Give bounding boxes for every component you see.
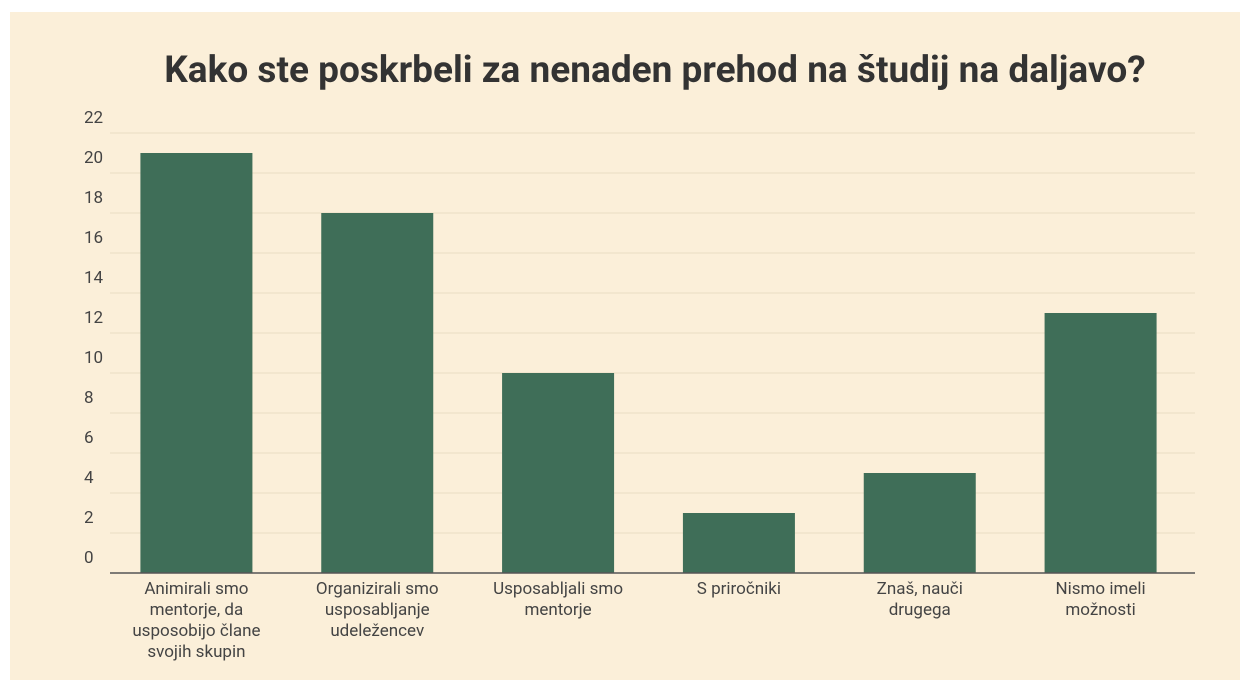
x-tick-label-line: svojih skupin	[147, 642, 245, 662]
x-tick-label-line: Usposabljali smo	[493, 579, 623, 599]
y-tick-label: 18	[84, 188, 103, 208]
x-tick-label: Animirali smo mentorje, da usposobijo član…	[132, 579, 260, 662]
y-tick-label: 22	[84, 108, 103, 128]
x-tick-label-line: S priročniki	[697, 579, 781, 599]
y-tick-label: 20	[84, 148, 103, 168]
bar	[1044, 313, 1157, 573]
x-tick-label-line: drugega	[889, 600, 951, 620]
y-tick-label: 0	[84, 548, 94, 568]
x-tick-label: Znaš, nauči drugega	[877, 579, 963, 620]
bar	[682, 513, 795, 573]
x-tick-label-line: mentorje	[524, 600, 591, 620]
x-tick-label: Usposabljali smo mentorje	[493, 579, 623, 620]
x-tick-label-line: možnosti	[1065, 600, 1135, 620]
bar	[502, 373, 615, 573]
x-tick-label: Organizirali smo usposabljanje udeležencev	[316, 579, 439, 641]
x-tick-label: Nismo imeli možnosti	[1055, 579, 1145, 620]
x-tick-label-line: Animirali smo	[144, 579, 248, 599]
x-tick-label-line: Nismo imeli	[1055, 579, 1145, 599]
y-tick-label: 16	[84, 228, 103, 248]
y-tick-label: 6	[84, 428, 94, 448]
x-tick-label-line: Znaš, nauči	[877, 579, 963, 599]
x-tick-label-line: usposabljanje	[325, 600, 430, 620]
bar	[863, 473, 976, 573]
y-tick-label: 10	[84, 348, 103, 368]
chart-title: Kako ste poskrbeli za nenaden prehod na …	[164, 49, 1145, 92]
y-tick-label: 4	[84, 468, 94, 488]
y-tick-label: 12	[84, 308, 103, 328]
x-tick-label: S priročniki	[697, 579, 781, 599]
bar	[140, 153, 253, 573]
y-tick-label: 8	[84, 388, 94, 408]
x-tick-label-line: usposobijo člane	[132, 621, 260, 641]
bar	[321, 213, 434, 573]
x-tick-label-line: Organizirali smo	[316, 579, 439, 599]
x-tick-label-line: mentorje, da	[150, 600, 244, 620]
y-tick-label: 2	[84, 508, 94, 528]
x-tick-label-line: udeležencev	[330, 621, 424, 641]
y-tick-label: 14	[84, 268, 104, 288]
